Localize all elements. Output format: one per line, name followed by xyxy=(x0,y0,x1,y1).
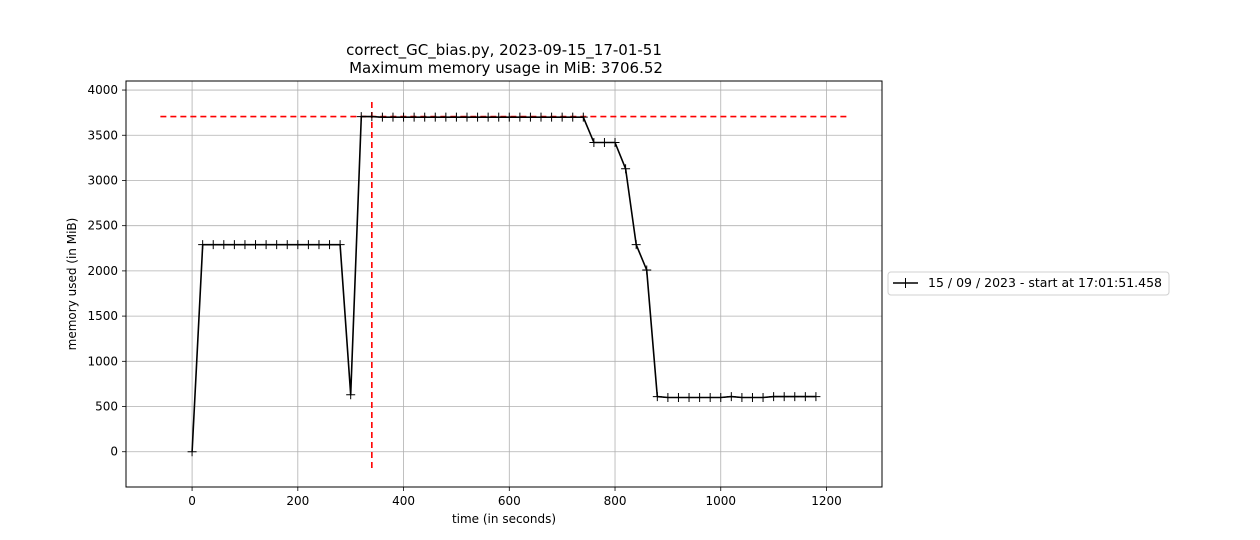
x-tick-label: 200 xyxy=(286,494,309,508)
series-line xyxy=(191,115,816,452)
y-tick-label: 500 xyxy=(95,400,118,414)
data-point-marker xyxy=(462,112,472,122)
data-point-marker xyxy=(251,240,261,250)
y-tick-label: 2000 xyxy=(87,264,118,278)
data-point-marker xyxy=(356,112,366,122)
data-point-marker xyxy=(779,392,789,402)
data-point-marker xyxy=(631,240,641,250)
data-point-marker xyxy=(737,392,747,402)
data-point-marker xyxy=(335,240,345,250)
x-tick-label: 1000 xyxy=(705,494,736,508)
data-point-marker xyxy=(399,112,409,122)
data-point-marker xyxy=(705,392,715,402)
data-point-marker xyxy=(504,112,514,122)
data-point-marker xyxy=(494,112,504,122)
data-point-marker xyxy=(610,137,620,147)
data-point-marker xyxy=(716,392,726,402)
data-point-marker xyxy=(367,112,377,122)
y-tick-label: 1000 xyxy=(87,354,118,368)
reference-lines xyxy=(160,99,848,469)
data-point-marker xyxy=(800,392,810,402)
data-point-marker xyxy=(747,392,757,402)
data-point-marker xyxy=(726,392,736,402)
data-point-marker xyxy=(325,240,335,250)
data-point-marker xyxy=(377,112,387,122)
x-tick-label: 0 xyxy=(188,494,196,508)
data-point-marker xyxy=(811,392,821,402)
data-point-marker xyxy=(420,112,430,122)
data-point-marker xyxy=(219,240,229,250)
data-point-marker xyxy=(621,164,631,174)
data-point-marker xyxy=(293,240,303,250)
data-point-marker xyxy=(663,392,673,402)
series-layer xyxy=(187,112,821,457)
data-point-marker xyxy=(589,137,599,147)
y-tick-label: 2500 xyxy=(87,219,118,233)
data-point-marker xyxy=(568,112,578,122)
x-tick-label: 1200 xyxy=(811,494,842,508)
data-point-marker xyxy=(515,112,525,122)
data-point-marker xyxy=(673,392,683,402)
data-point-marker xyxy=(483,112,493,122)
data-point-marker xyxy=(536,112,546,122)
legend-box xyxy=(887,271,1170,296)
data-point-marker xyxy=(642,265,652,275)
chart-title: correct_GC_bias.py, 2023-09-15_17-01-51 xyxy=(346,41,662,60)
data-point-marker xyxy=(451,112,461,122)
data-point-marker xyxy=(557,112,567,122)
data-point-marker xyxy=(346,390,356,400)
data-point-marker xyxy=(208,240,218,250)
legend: 15 / 09 / 2023 - start at 17:01:51.458 xyxy=(887,271,1170,296)
data-point-marker xyxy=(272,240,282,250)
data-point-marker xyxy=(547,112,557,122)
x-axis-label: time (in seconds) xyxy=(452,512,556,526)
data-point-marker xyxy=(599,137,609,147)
data-point-marker xyxy=(198,240,208,250)
data-point-marker xyxy=(758,392,768,402)
data-point-marker xyxy=(388,112,398,122)
data-point-marker xyxy=(261,240,271,250)
chart-subtitle: Maximum memory usage in MiB: 3706.52 xyxy=(349,59,663,77)
data-point-marker xyxy=(240,240,250,250)
legend-marker xyxy=(900,278,911,288)
data-point-marker xyxy=(695,392,705,402)
data-point-marker xyxy=(473,112,483,122)
x-tick-label: 800 xyxy=(604,494,627,508)
data-point-marker xyxy=(409,112,419,122)
data-point-marker xyxy=(187,447,197,457)
axis-ticks: 0 200 400 600 800 1000 1200 0 500 1000 1500 2000 250… xyxy=(87,83,841,508)
y-axis-label: memory used (in MiB) xyxy=(65,218,79,351)
y-tick-label: 4000 xyxy=(87,83,118,97)
data-point-marker xyxy=(441,112,451,122)
y-tick-label: 0 xyxy=(110,445,118,459)
x-tick-label: 400 xyxy=(392,494,415,508)
data-point-marker xyxy=(790,392,800,402)
y-tick-label: 1500 xyxy=(87,309,118,323)
data-point-marker xyxy=(769,392,779,402)
data-point-marker xyxy=(282,240,292,250)
data-point-marker xyxy=(229,240,239,250)
data-point-marker xyxy=(652,392,662,402)
legend-entry: 15 / 09 / 2023 - start at 17:01:51.458 xyxy=(928,275,1162,290)
data-point-marker xyxy=(525,112,535,122)
y-tick-label: 3500 xyxy=(87,128,118,142)
data-point-marker xyxy=(684,392,694,402)
y-tick-label: 3000 xyxy=(87,173,118,187)
data-point-marker xyxy=(303,240,313,250)
data-point-marker xyxy=(578,112,588,122)
plot-frame xyxy=(125,80,883,488)
grid xyxy=(126,81,882,487)
data-point-marker xyxy=(314,240,324,250)
x-tick-label: 600 xyxy=(498,494,521,508)
data-point-marker xyxy=(430,112,440,122)
